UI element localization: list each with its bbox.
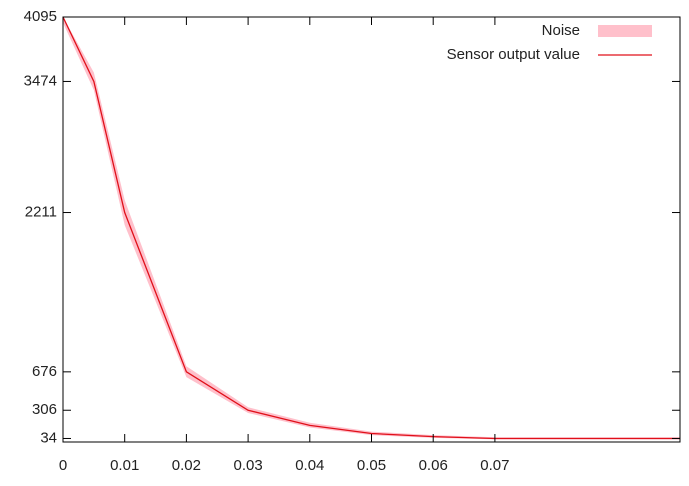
x-tick-label: 0.04: [295, 457, 324, 474]
y-tick-label: 34: [40, 429, 57, 446]
y-tick-label: 306: [32, 401, 57, 418]
x-tick-label: 0.07: [480, 457, 509, 474]
x-tick-label: 0.01: [110, 457, 139, 474]
noise-band: [63, 17, 680, 440]
y-tick-label: 2211: [25, 203, 57, 220]
y-tick-label: 4095: [24, 8, 57, 25]
y-tick-label: 676: [32, 363, 57, 380]
x-tick-label: 0.03: [233, 457, 262, 474]
legend-label: Noise: [542, 22, 580, 39]
x-tick-label: 0.05: [357, 457, 386, 474]
legend-label: Sensor output value: [447, 46, 580, 63]
y-tick-label: 3474: [24, 72, 57, 89]
legend-swatch: [598, 25, 652, 37]
plot-frame: [62, 16, 681, 443]
x-tick-label: 0.06: [419, 457, 448, 474]
x-tick-label: 0.02: [172, 457, 201, 474]
x-tick-label: 0: [59, 457, 67, 474]
sensor-line: [62, 16, 680, 440]
